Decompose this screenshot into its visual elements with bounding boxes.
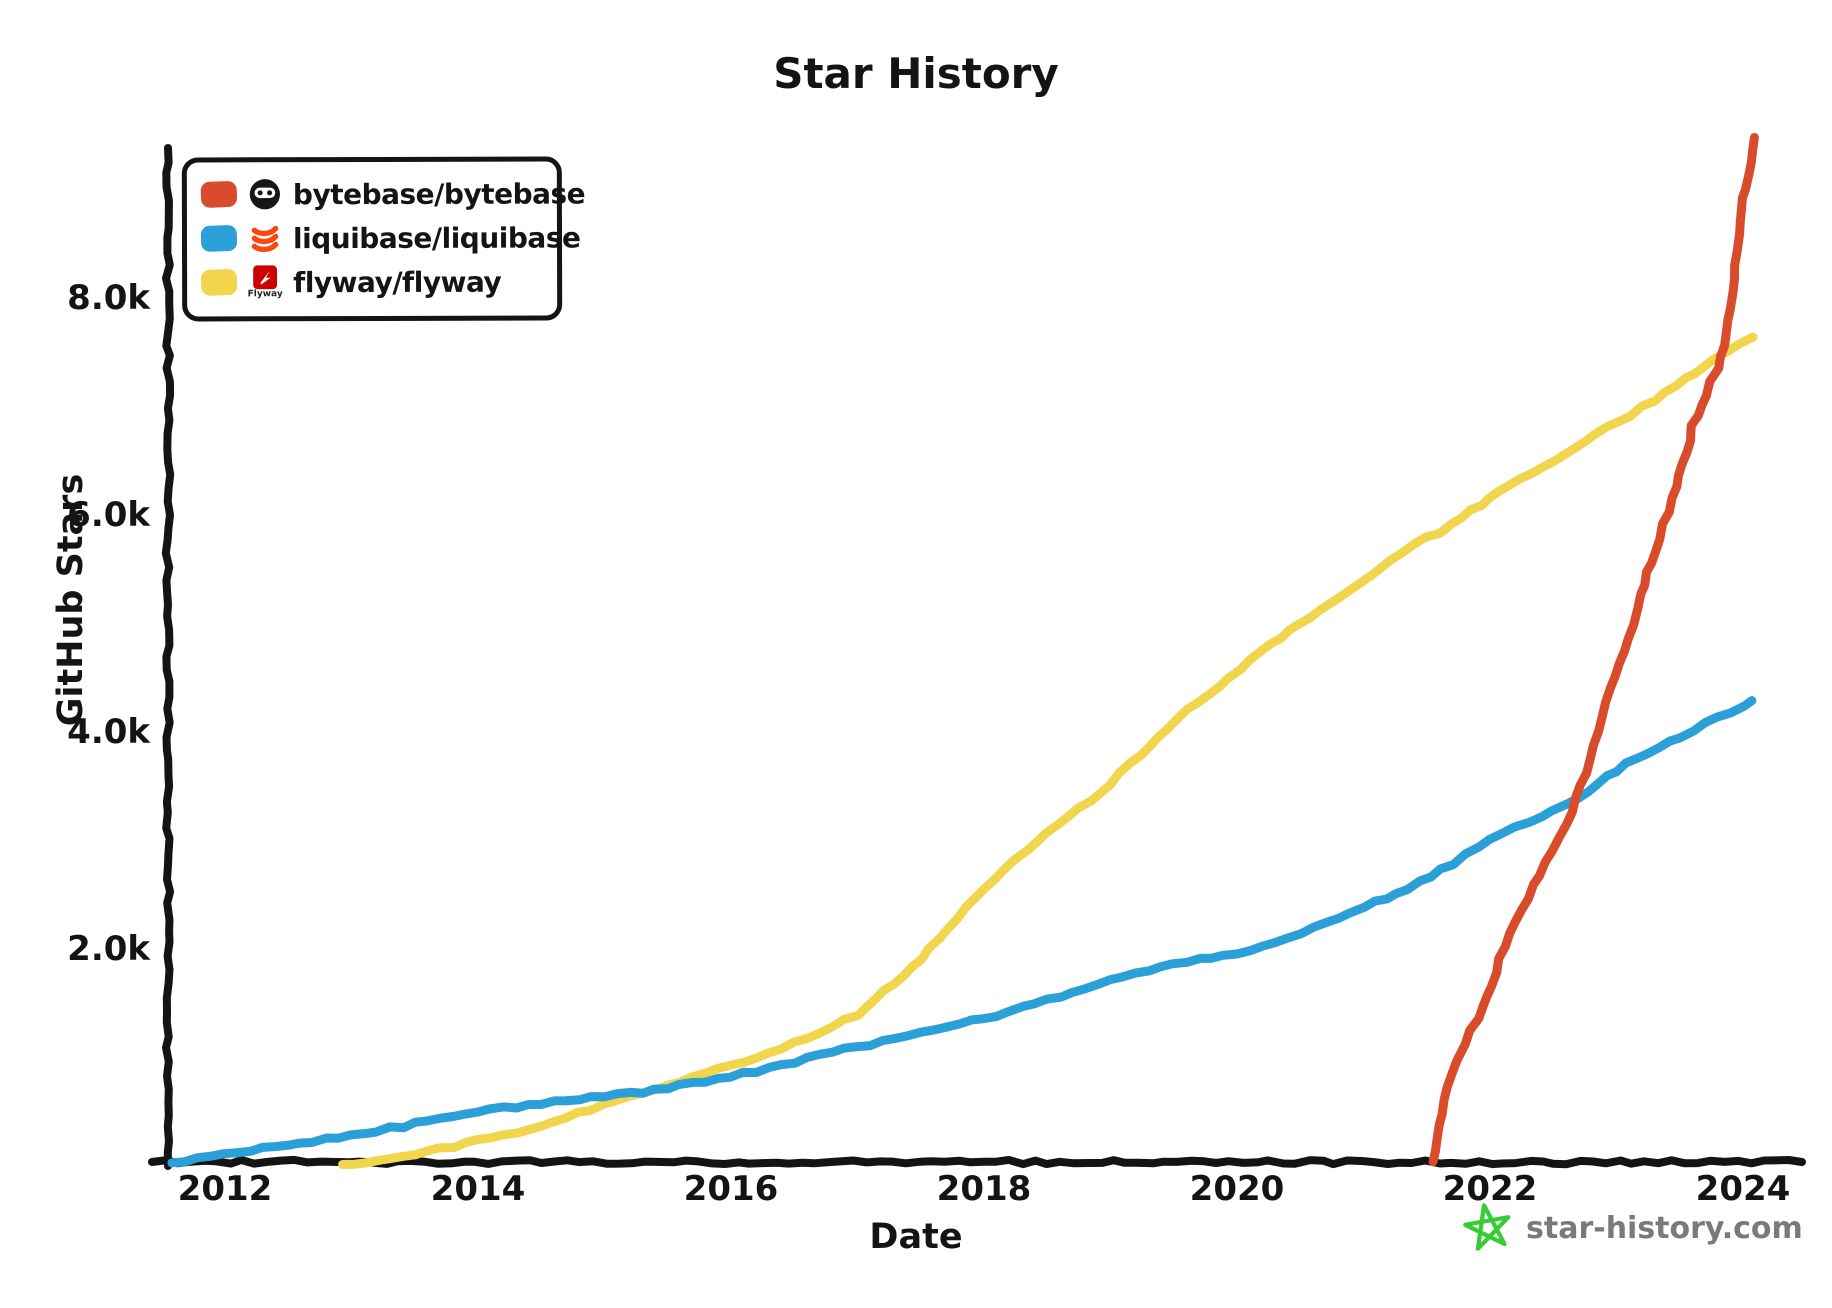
legend-row-bytebase: bytebase/bytebase [200, 172, 585, 217]
liquibase-series-swatch [200, 224, 238, 253]
x-tick-2014: 2014 [431, 1169, 526, 1209]
x-tick-2018: 2018 [937, 1169, 1032, 1209]
flyway-logo-text: Flyway [247, 289, 283, 300]
x-axis-label: Date [869, 1217, 962, 1257]
x-tick-2022: 2022 [1443, 1169, 1538, 1209]
chart-title: Star History [773, 49, 1059, 98]
watermark-text: star-history.com [1526, 1210, 1803, 1246]
flyway-series-swatch [200, 268, 238, 297]
flyway-logo-icon: Flyway [247, 262, 283, 302]
y-tick-2.0k: 2.0k [67, 929, 151, 969]
legend-label-flyway: flyway/flyway [293, 265, 502, 299]
series-line-flyway [338, 332, 1758, 1169]
legend-row-flyway: Flyway flyway/flyway [200, 260, 557, 305]
y-axis-line [161, 144, 175, 1170]
series-line-liquibase [167, 696, 1757, 1168]
liquibase-logo-icon [247, 218, 283, 258]
x-tick-2020: 2020 [1190, 1169, 1285, 1209]
x-tick-2024: 2024 [1696, 1169, 1791, 1209]
x-tick-2012: 2012 [178, 1169, 273, 1209]
star-icon [1463, 1203, 1511, 1251]
axes-layer [148, 144, 1806, 1170]
x-axis-line [148, 1155, 1806, 1169]
legend-label-bytebase: bytebase/bytebase [292, 176, 586, 211]
series-layer [167, 133, 1759, 1169]
x-tick-2016: 2016 [684, 1169, 779, 1209]
y-axis-label: GitHub Stars [51, 474, 91, 727]
legend-label-liquibase: liquibase/liquibase [292, 220, 581, 255]
x-axis-ticks: 2012 2014 2016 2018 2020 2022 2024 [178, 1169, 1791, 1209]
bytebase-avatar-icon [247, 174, 283, 214]
y-tick-8.0k: 8.0k [67, 278, 151, 318]
watermark: star-history.com [1462, 1202, 1803, 1254]
y-tick-4.0k: 4.0k [67, 712, 151, 752]
bytebase-series-swatch [200, 180, 238, 209]
legend: bytebase/bytebase liquibase/liquibase Fl [181, 156, 585, 322]
y-tick-6.0k: 6.0k [67, 495, 151, 535]
series-line-bytebase [1428, 133, 1759, 1167]
y-axis-ticks: 2.0k 4.0k 6.0k 8.0k [67, 278, 151, 969]
legend-row-liquibase: liquibase/liquibase [200, 216, 580, 261]
